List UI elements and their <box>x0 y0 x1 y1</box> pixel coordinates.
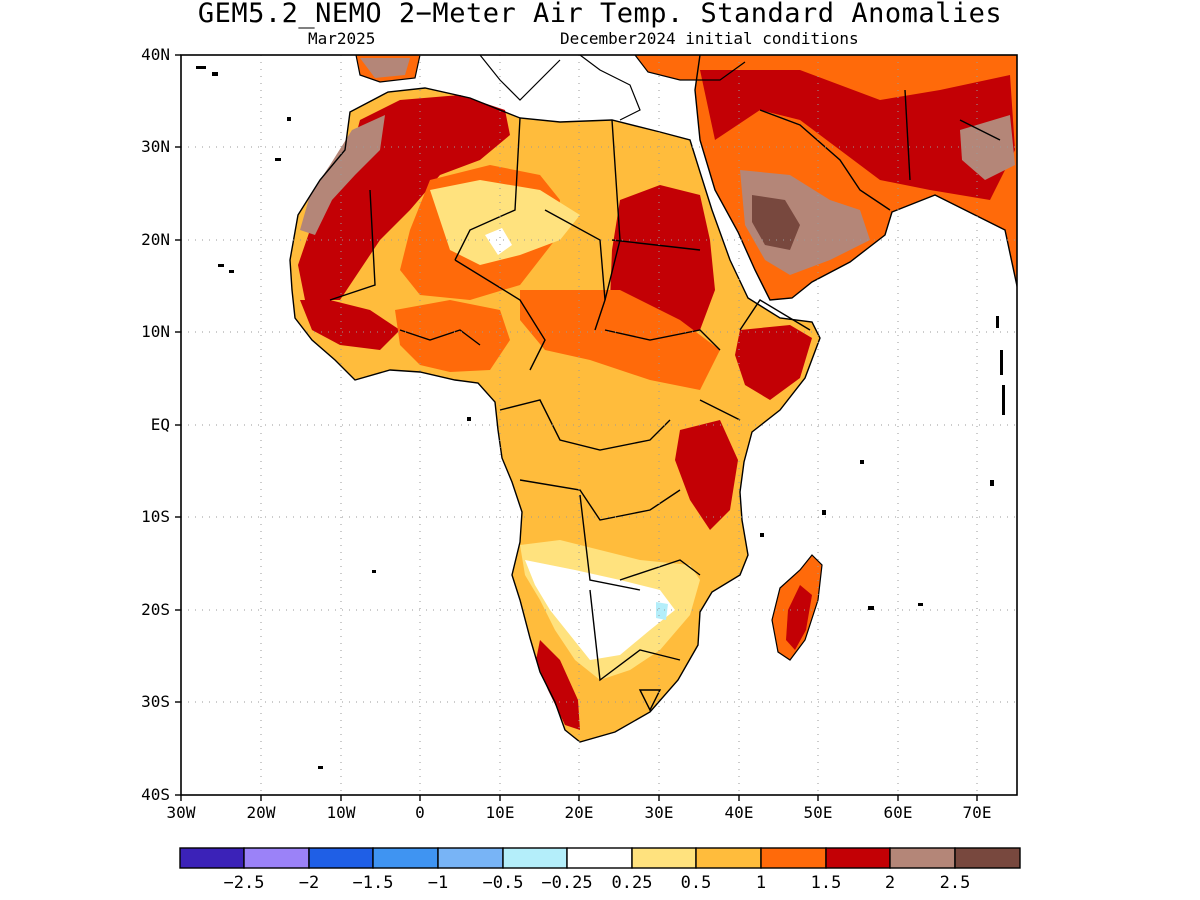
anomaly-orange-guinea <box>395 300 510 372</box>
lat-label: 30S <box>141 692 170 711</box>
anomaly-dark-brown-arabia <box>752 195 800 250</box>
anomaly-dark-red-west <box>300 300 400 350</box>
anomaly-dark-red-horn <box>735 325 812 400</box>
anomaly-light-blue-south <box>656 602 668 620</box>
anomaly-light-yellow-sahara <box>430 180 580 265</box>
colorbar-swatch <box>372 847 439 869</box>
colorbar-swatch <box>631 847 697 869</box>
colorbar-swatch <box>566 847 633 869</box>
lon-label: 50E <box>803 803 833 822</box>
lon-label: 60E <box>883 803 913 822</box>
colorbar <box>179 847 1021 869</box>
colorbar-swatch <box>502 847 568 869</box>
europe-coastline <box>355 55 746 121</box>
lat-label: EQ <box>150 415 170 434</box>
colorbar-label: 0.5 <box>680 873 712 893</box>
lat-label: 30N <box>141 137 170 156</box>
anomaly-dark-red-east <box>675 420 738 530</box>
colorbar-label: −0.25 <box>541 873 593 893</box>
anomaly-white-south <box>525 560 675 660</box>
lon-label: 20E <box>564 803 594 822</box>
anomaly-dark-red-southwest <box>536 640 580 730</box>
anomaly-dark-red-madagascar <box>786 585 812 650</box>
anomaly-brown-north <box>300 115 385 235</box>
colorbar-swatch <box>760 847 827 869</box>
colorbar-label: 2 <box>884 873 896 893</box>
lat-label: 20N <box>141 230 170 249</box>
lat-label: 20S <box>141 600 170 619</box>
colorbar-label: 0.25 <box>611 873 653 893</box>
colorbar-swatch <box>695 847 762 869</box>
anomaly-brown-arabia <box>740 170 870 275</box>
anomaly-brown-iran <box>960 115 1015 180</box>
colorbar-swatch <box>243 847 310 869</box>
lon-label: 20W <box>246 803 276 822</box>
axis-ticks <box>175 54 978 801</box>
gridlines <box>181 55 1017 795</box>
country-borders <box>289 55 1017 743</box>
islands <box>196 66 1005 769</box>
colorbar-swatch <box>954 847 1021 869</box>
lat-label: 10N <box>141 322 170 341</box>
forecast-month: Mar2025 <box>308 29 376 48</box>
colorbar-label: −1.5 <box>352 873 394 893</box>
initial-conditions-label: December2024 initial conditions <box>560 29 859 48</box>
lon-label: 40E <box>724 803 754 822</box>
map-area <box>196 55 1017 769</box>
colorbar-swatch <box>179 847 245 869</box>
lon-label: 10E <box>485 803 515 822</box>
colorbar-label: −2.5 <box>223 873 265 893</box>
lat-label: 40S <box>141 785 170 804</box>
colorbar-label: 1.5 <box>810 873 842 893</box>
lon-label: 70E <box>962 803 992 822</box>
colorbar-swatch <box>437 847 504 869</box>
anomaly-dark-red-north <box>298 95 510 300</box>
anomaly-brown-europe <box>360 58 410 78</box>
colorbar-swatch <box>308 847 374 869</box>
anomaly-orange-central <box>520 290 720 390</box>
colorbar-label: 1 <box>755 873 767 893</box>
colorbar-label: −2 <box>298 873 320 893</box>
lon-label: 30W <box>166 803 196 822</box>
lat-label: 10S <box>141 507 170 526</box>
lat-label: 40N <box>141 45 170 64</box>
anomaly-white-sahara <box>485 228 512 255</box>
colorbar-label: 2.5 <box>939 873 971 893</box>
lon-label: 0 <box>415 803 425 822</box>
map-title: GEM5.2_NEMO 2−Meter Air Temp. Standard A… <box>197 0 1003 29</box>
colorbar-swatch <box>825 847 891 869</box>
anomaly-dark-red-arabia <box>700 70 1015 200</box>
lon-label: 30E <box>644 803 674 822</box>
colorbar-label: −0.5 <box>482 873 524 893</box>
colorbar-swatch <box>889 847 956 869</box>
colorbar-label: −1 <box>427 873 449 893</box>
lon-label: 10W <box>326 803 356 822</box>
